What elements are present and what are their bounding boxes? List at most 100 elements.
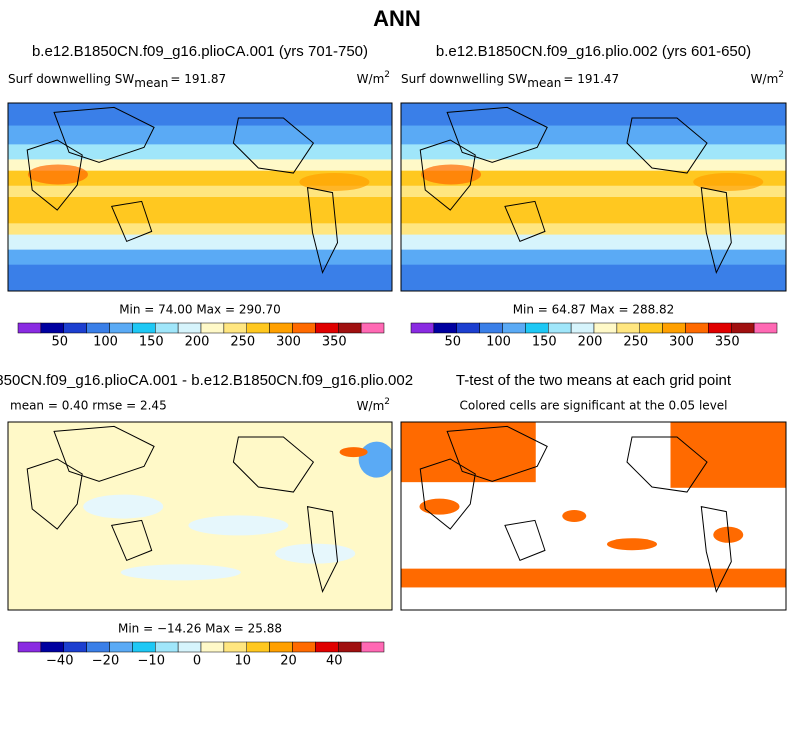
map-field	[8, 422, 392, 610]
colorbar-swatch	[223, 641, 247, 653]
text-part: mean	[134, 76, 168, 90]
field-patch	[299, 172, 370, 191]
panel-stat: mean = 0.40 rmse = 2.45	[10, 399, 167, 413]
map	[400, 102, 787, 292]
colorbar-label: 350	[322, 335, 347, 350]
field-band	[8, 185, 392, 198]
map-frame	[7, 102, 393, 292]
field-patch	[421, 164, 482, 185]
colorbar-swatch	[177, 322, 202, 334]
coastline	[700, 505, 732, 594]
colorbar-label: 50	[444, 335, 461, 350]
colorbar-swatch	[269, 322, 293, 334]
colorbar-swatch	[246, 322, 270, 334]
panel-minmax: Min = −14.26 Max = 25.88	[118, 622, 282, 636]
field-band	[401, 185, 786, 198]
colorbar-label: 250	[230, 335, 255, 350]
colorbar-swatch	[132, 641, 156, 653]
colorbar-swatch	[40, 322, 64, 334]
colorbar-label: −20	[92, 654, 119, 669]
panel-units: W/m2	[751, 70, 784, 86]
colorbar-swatch	[177, 641, 202, 653]
colorbar-swatch	[410, 322, 435, 334]
colorbar-label: 10	[234, 654, 251, 669]
text-part: 2	[384, 70, 390, 80]
colorbar-label: 250	[623, 335, 648, 350]
field-patch	[562, 510, 587, 522]
colorbar-swatch	[269, 641, 293, 653]
coastline	[53, 425, 155, 482]
panel-minmax: Min = 74.00 Max = 290.70	[119, 303, 281, 317]
text-part: mean	[527, 76, 561, 90]
map	[7, 102, 393, 292]
coastline	[110, 200, 153, 243]
colorbar-swatch	[502, 322, 526, 334]
coastline	[110, 519, 153, 562]
panel-stat: Surf downwelling SWmean = 191.87	[8, 72, 226, 90]
colorbar-label: 0	[193, 654, 201, 669]
field-band	[401, 249, 786, 266]
colorbar-label: −40	[46, 654, 73, 669]
field-band	[8, 264, 392, 291]
colorbar-swatch	[132, 322, 156, 334]
field-patch	[358, 441, 392, 478]
colorbar-label: 350	[715, 335, 740, 350]
colorbar-swatch	[315, 322, 339, 334]
coastline	[446, 106, 548, 163]
colorbar-swatch	[708, 322, 732, 334]
colorbar-swatch	[223, 322, 247, 334]
field-patch	[339, 447, 368, 458]
field-band	[401, 170, 786, 187]
colorbar-swatch	[570, 322, 595, 334]
field-band	[8, 144, 392, 161]
colorbar-swatch	[109, 641, 133, 653]
colorbar-swatch	[338, 322, 362, 334]
text-part: 2	[384, 397, 390, 407]
coastline	[626, 436, 708, 493]
colorbar-swatch	[246, 641, 270, 653]
coastline	[504, 519, 546, 562]
colorbar-swatch	[200, 641, 225, 653]
field-patch	[120, 564, 241, 581]
field-band	[401, 422, 536, 483]
colorbar-label: 150	[139, 335, 164, 350]
colorbar-label: 50	[51, 335, 68, 350]
coastline	[504, 200, 546, 243]
field-patch	[27, 164, 88, 185]
panel-stat: Colored cells are significant at the 0.0…	[459, 399, 727, 413]
colorbar-swatch	[315, 641, 339, 653]
colorbar-swatch	[360, 322, 385, 334]
field-band	[401, 264, 786, 291]
colorbar-swatch	[109, 322, 133, 334]
field-band	[8, 234, 392, 251]
field-band	[8, 103, 392, 127]
field-band	[8, 249, 392, 266]
colorbar-label: 150	[532, 335, 557, 350]
coastline	[53, 106, 155, 163]
coastline	[419, 458, 476, 530]
colorbar-swatch	[753, 322, 778, 334]
map-field	[8, 103, 392, 291]
colorbar-swatch	[479, 322, 503, 334]
colorbar-swatch	[17, 641, 42, 653]
colorbar-swatch	[63, 641, 87, 653]
coastline	[306, 186, 339, 275]
panel-title: T-test of the two means at each grid poi…	[456, 372, 732, 389]
colorbar-label: 100	[93, 335, 118, 350]
colorbar-label: 200	[578, 335, 603, 350]
colorbar-swatch	[456, 322, 480, 334]
panel-title: 1850CN.f09_g16.plioCA.001 - b.e12.B1850C…	[0, 372, 413, 389]
coastline	[26, 139, 83, 211]
field-band	[8, 125, 392, 146]
colorbar-swatch	[17, 322, 42, 334]
field-band	[401, 568, 786, 588]
colorbar-label: 300	[669, 335, 694, 350]
coastline	[232, 436, 315, 493]
panel-units: W/m2	[357, 70, 390, 86]
text-part: Surf downwelling SW	[8, 72, 134, 86]
coastline	[306, 505, 339, 594]
text-part: W/m	[357, 72, 385, 86]
field-band	[401, 103, 786, 127]
colorbar-swatch	[662, 322, 686, 334]
